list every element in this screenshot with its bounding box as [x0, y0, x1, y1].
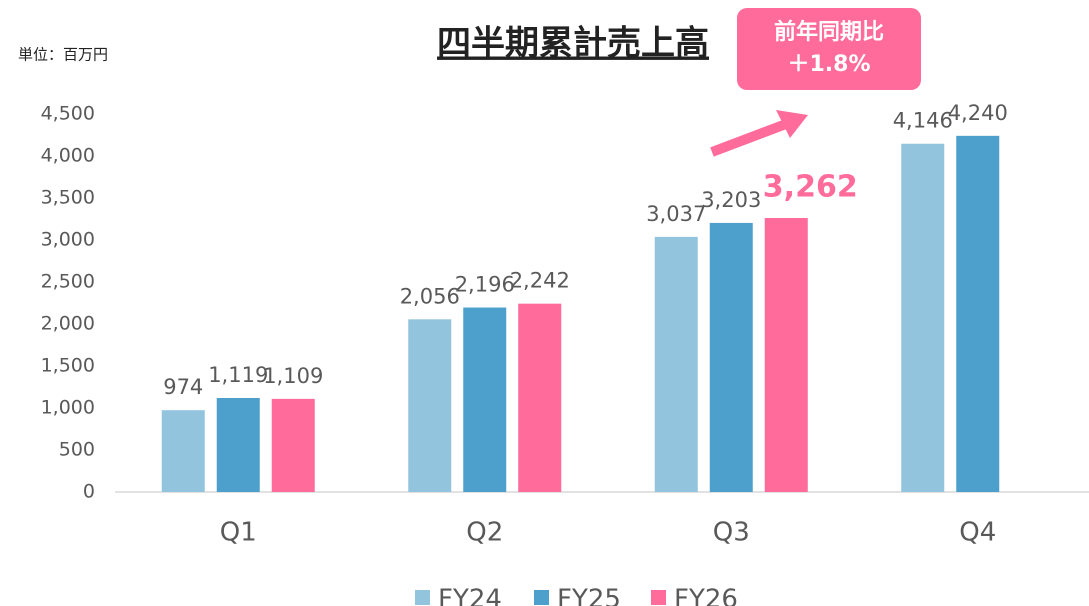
- chart-title: 四半期累計売上高: [437, 24, 709, 64]
- bar: [271, 398, 315, 492]
- legend-label: FY25: [557, 585, 621, 606]
- bar: [518, 303, 562, 492]
- legend-swatch: [651, 590, 666, 605]
- data-label: 4,240: [948, 101, 1008, 125]
- legend-label: FY26: [674, 585, 738, 606]
- bar: [216, 398, 260, 492]
- bar: [463, 307, 507, 492]
- y-tick-label: 1,000: [41, 397, 95, 419]
- data-label: 3,203: [701, 188, 761, 212]
- y-tick-label: 2,500: [41, 271, 95, 293]
- x-tick-label: Q3: [713, 518, 750, 548]
- y-tick-label: 2,000: [41, 313, 95, 335]
- y-tick-label: 0: [83, 481, 95, 503]
- annotation-box: [737, 8, 921, 90]
- arrow-head: [776, 110, 808, 138]
- bar: [709, 222, 753, 492]
- bar: [161, 410, 205, 492]
- data-label: 2,056: [400, 284, 460, 308]
- bar: [408, 319, 452, 492]
- y-tick-label: 3,500: [41, 187, 95, 209]
- bar: [654, 236, 698, 492]
- bar: [956, 135, 1000, 492]
- x-tick-label: Q4: [959, 518, 996, 548]
- data-label: 2,242: [510, 269, 570, 293]
- data-label: 3,262: [763, 169, 858, 204]
- y-tick-label: 4,500: [41, 103, 95, 125]
- y-tick-label: 3,000: [41, 229, 95, 251]
- y-tick-label: 500: [59, 439, 95, 461]
- annotation-text: ＋1.8%: [787, 52, 870, 77]
- annotation-text: 前年同期比: [774, 19, 884, 45]
- data-label: 1,119: [208, 363, 268, 387]
- y-tick-label: 1,500: [41, 355, 95, 377]
- data-label: 974: [163, 375, 203, 399]
- arrow: [710, 119, 788, 157]
- legend-swatch: [534, 590, 549, 605]
- data-label: 3,037: [646, 202, 706, 226]
- unit-label: 単位：百万円: [18, 46, 108, 64]
- legend-swatch: [415, 590, 430, 605]
- x-tick-label: Q1: [220, 518, 257, 548]
- bar: [764, 217, 808, 492]
- bar: [901, 143, 945, 492]
- legend-label: FY24: [438, 585, 502, 606]
- data-label: 2,196: [455, 273, 515, 297]
- data-label: 1,109: [263, 364, 323, 388]
- x-tick-label: Q2: [466, 518, 503, 548]
- y-tick-label: 4,000: [41, 145, 95, 167]
- data-label: 4,146: [893, 109, 953, 133]
